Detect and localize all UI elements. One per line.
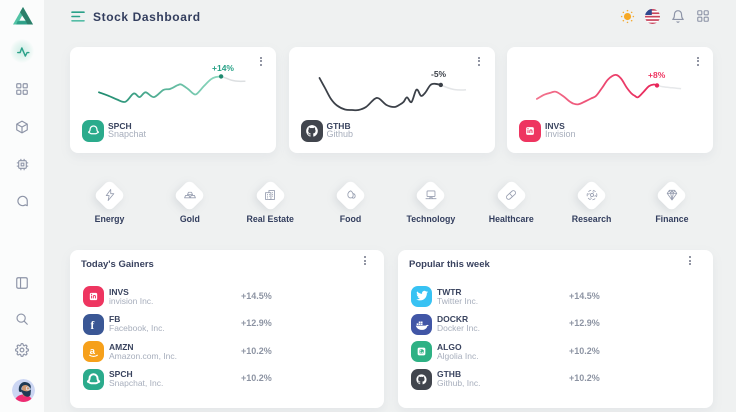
svg-text:f: f	[90, 320, 94, 332]
svg-text:a: a	[90, 346, 96, 357]
